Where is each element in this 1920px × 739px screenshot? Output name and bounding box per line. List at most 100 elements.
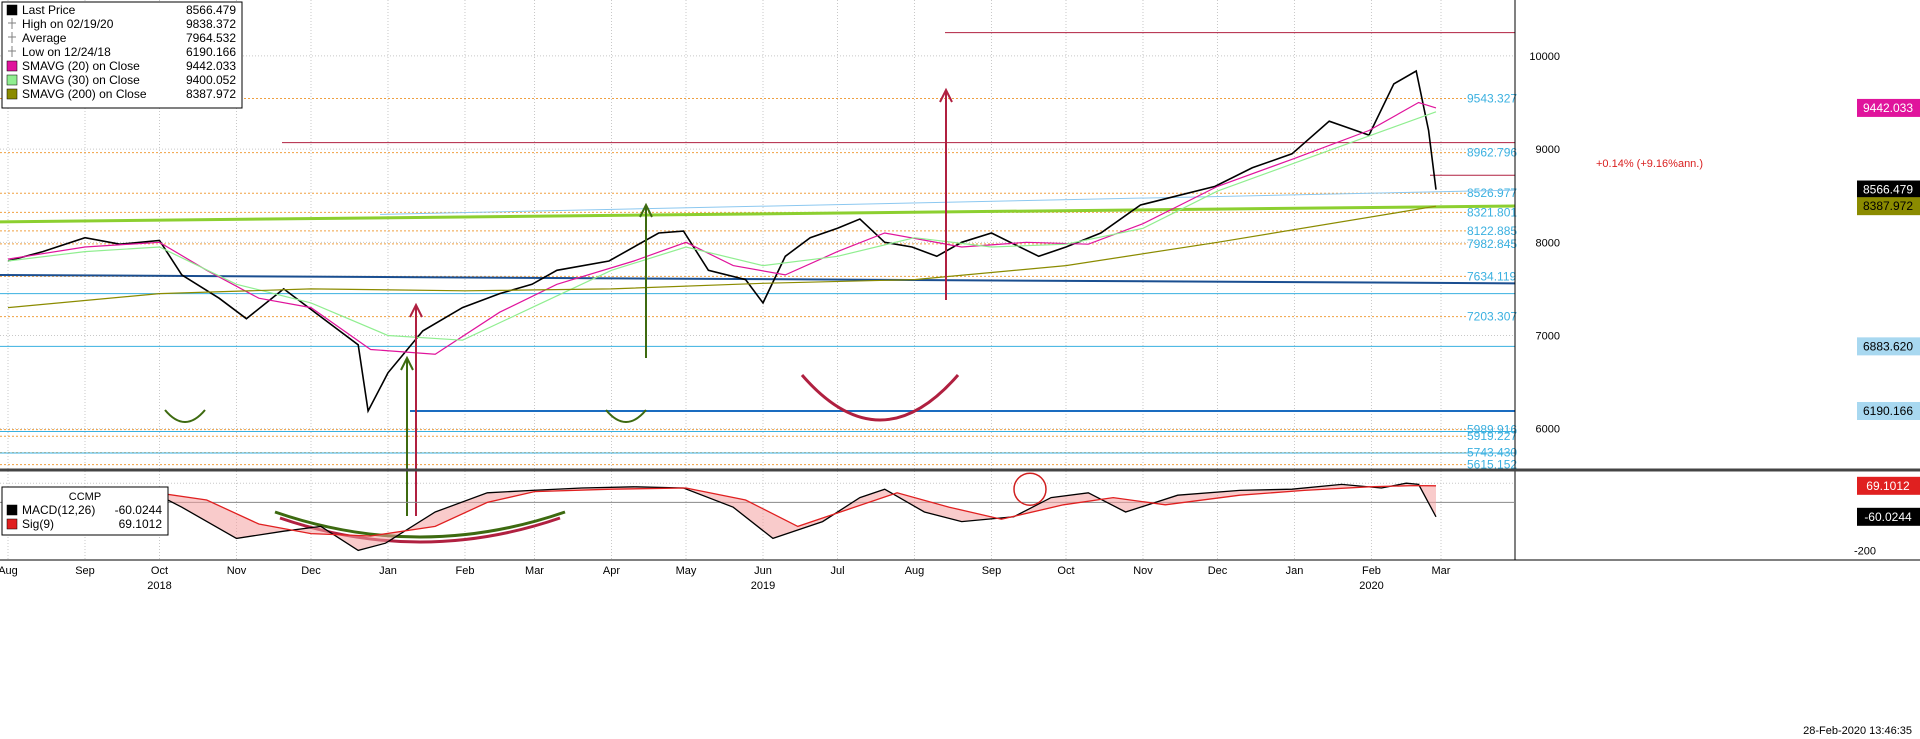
legend-label: Last Price [22, 3, 76, 17]
cup-large-arc-green [274, 510, 566, 539]
legend-swatch [6, 88, 18, 100]
legend-swatch [6, 504, 18, 516]
fib-level-label: 7982.845 [1467, 237, 1517, 251]
fib-level-label: 7634.119 [1467, 269, 1516, 283]
legend-label: High on 02/19/20 [22, 17, 114, 31]
legend-value: 7964.532 [186, 31, 236, 45]
x-year-label: 2020 [1359, 580, 1383, 592]
legend-label: SMAVG (30) on Close [22, 73, 140, 87]
target-arrow-head [400, 355, 414, 371]
legend-value: 9400.052 [186, 73, 236, 87]
crossover-circle [1013, 472, 1047, 506]
y-tick-label: 10000 [1529, 51, 1560, 63]
percent-change-annotation: +0.14% (+9.16%ann.) [1596, 158, 1703, 170]
x-tick-label: Mar [525, 565, 544, 577]
price-badge-bg [1857, 337, 1920, 356]
series-smavg-200-on-close [7, 205, 1437, 309]
price-badge-bg [1857, 197, 1920, 216]
macd-badge-bg [1857, 507, 1920, 526]
macd-badge: -60.0244 [1864, 510, 1912, 524]
price-badge: 6190.166 [1863, 404, 1913, 418]
legend-swatch [6, 518, 18, 530]
legend-value: 8387.972 [186, 87, 236, 101]
legend-swatch [6, 74, 18, 86]
light-blue-trendline [379, 189, 1516, 215]
macd-y-tick: -200 [1854, 545, 1876, 557]
y-tick-label: 6000 [1536, 424, 1560, 436]
x-year-label: 2018 [147, 580, 171, 592]
macd-badge-bg [1857, 476, 1920, 495]
fib-level-label: 8321.801 [1467, 205, 1517, 219]
y-tick-label: 8000 [1536, 237, 1560, 249]
price-badge: 8566.479 [1863, 183, 1913, 197]
price-badge: 9442.033 [1863, 101, 1913, 115]
legend-label: Average [22, 31, 67, 45]
legend-label: Low on 12/24/18 [22, 45, 111, 59]
price-legend [1, 1, 243, 109]
x-tick-label: Mar [1432, 565, 1451, 577]
legend-value: 9442.033 [186, 59, 236, 73]
target-arrow-head [939, 87, 953, 103]
target-arrow-head [639, 202, 653, 218]
fib-level-label: 5615.152 [1467, 458, 1517, 472]
x-tick-label: Jul [830, 565, 844, 577]
fib-level-label: 5919.227 [1467, 429, 1517, 443]
x-tick-label: Apr [603, 565, 620, 577]
x-year-label: 2019 [751, 580, 775, 592]
fib-level-label: 8962.796 [1467, 146, 1517, 160]
fib-level-label: 7203.307 [1467, 310, 1517, 324]
timestamp: 28-Feb-2020 13:46:35 [1803, 725, 1912, 737]
x-tick-label: May [676, 565, 697, 577]
x-tick-label: Aug [0, 565, 18, 577]
x-tick-label: Nov [1133, 565, 1153, 577]
macd-legend-title: CCMP [69, 491, 101, 503]
legend-value: 6190.166 [186, 45, 236, 59]
legend-value: 69.1012 [119, 517, 163, 531]
y-tick-label: 7000 [1536, 331, 1560, 343]
legend-swatch [6, 4, 18, 16]
fib-level-label: 8526.977 [1467, 186, 1517, 200]
series-macd-12-26- [7, 482, 1437, 552]
x-tick-label: Jan [379, 565, 397, 577]
x-tick-label: Oct [1057, 565, 1074, 577]
cup-arc [800, 374, 960, 422]
legend-label: Sig(9) [22, 517, 54, 531]
legend-swatch [6, 60, 18, 72]
x-tick-label: Feb [1362, 565, 1381, 577]
legend-value: -60.0244 [115, 503, 163, 517]
macd-histogram-fill [8, 483, 1436, 551]
price-badge-bg [1857, 180, 1920, 199]
price-badge: 8387.972 [1863, 199, 1913, 213]
price-badge-bg [1857, 401, 1920, 420]
legend-label: SMAVG (200) on Close [22, 87, 147, 101]
green-trendline [0, 204, 1516, 224]
fib-level-label: 5989.916 [1467, 423, 1517, 437]
target-arrow-head [409, 302, 423, 318]
x-tick-label: Aug [905, 565, 925, 577]
x-tick-label: Dec [1208, 565, 1228, 577]
x-tick-label: Sep [75, 565, 95, 577]
legend-value: 8566.479 [186, 3, 236, 17]
price-badge-bg [1857, 98, 1920, 117]
legend-label: MACD(12,26) [22, 503, 95, 517]
legend-label: SMAVG (20) on Close [22, 59, 140, 73]
legend-value: 9838.372 [186, 17, 236, 31]
x-tick-label: Feb [455, 565, 474, 577]
macd-badge: 69.1012 [1866, 479, 1910, 493]
blue-trendline [0, 273, 1516, 285]
x-tick-label: Oct [151, 565, 168, 577]
series-smavg-20-on-close [7, 101, 1437, 355]
cup-small-arc [605, 409, 647, 423]
fib-level-label: 8122.885 [1467, 224, 1517, 238]
macd-legend [1, 486, 169, 536]
cup-small-arc [164, 409, 206, 423]
x-tick-label: Jun [754, 565, 772, 577]
y-tick-label: 9000 [1536, 144, 1560, 156]
fib-level-label: 9543.327 [1467, 91, 1517, 105]
series-sig-9- [7, 484, 1437, 537]
series-smavg-30-on-close [7, 111, 1437, 341]
x-tick-label: Jan [1286, 565, 1304, 577]
price-badge: 6883.620 [1863, 339, 1913, 353]
